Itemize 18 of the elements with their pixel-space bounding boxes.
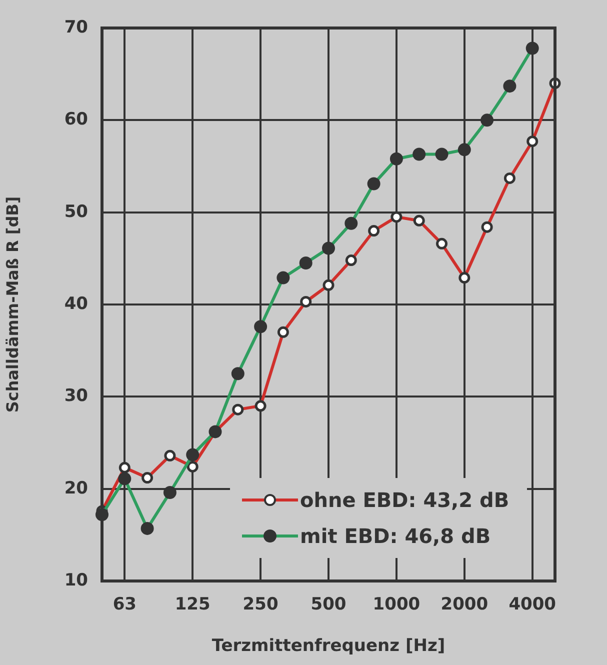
x-tick-label: 63: [112, 594, 136, 615]
x-tick-label: 250: [242, 594, 278, 615]
x-tick-label: 1000: [372, 594, 420, 615]
y-tick-label: 40: [64, 294, 88, 314]
y-axis-title: Schalldämm-Maß R [dB]: [2, 196, 22, 413]
x-tick-label: 500: [310, 594, 346, 615]
y-tick-label: 10: [64, 570, 88, 590]
legend-label: mit EBD: 46,8 dB: [300, 524, 491, 548]
x-tick-label: 125: [174, 594, 210, 615]
y-tick-label: 30: [64, 386, 88, 406]
y-tick-label: 20: [64, 478, 88, 498]
x-tick-label: 2000: [440, 594, 488, 615]
y-tick-label: 50: [64, 202, 88, 222]
y-tick-label: 70: [64, 17, 88, 38]
y-tick-label: 60: [64, 110, 88, 130]
x-tick-label: 4000: [508, 594, 556, 615]
x-axis-title: Terzmittenfrequenz [Hz]: [212, 636, 446, 656]
legend-label: ohne EBD: 43,2 dB: [300, 488, 510, 512]
